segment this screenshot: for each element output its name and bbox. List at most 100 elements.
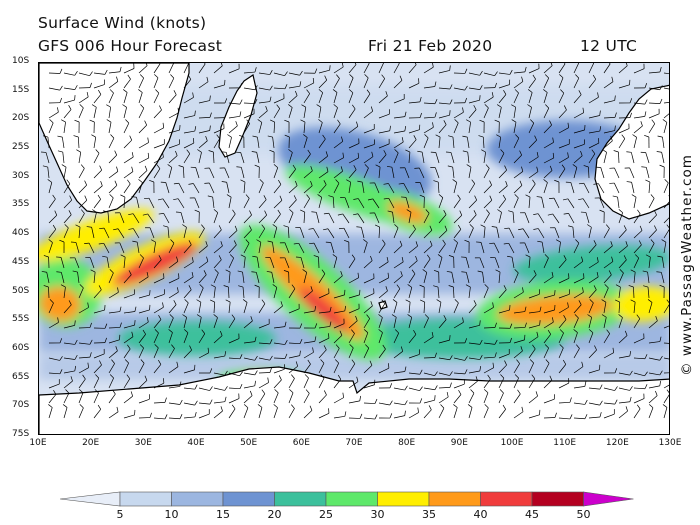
wind-barb	[273, 301, 283, 314]
wind-barb	[453, 224, 462, 239]
wind-barb	[626, 151, 635, 164]
wind-barb	[490, 257, 500, 269]
wind-barb	[648, 85, 663, 91]
wind-barb	[333, 136, 344, 149]
wind-barb	[648, 225, 657, 239]
wind-barb	[367, 198, 380, 209]
land-madagascar	[218, 74, 258, 158]
wind-barb	[536, 196, 545, 209]
wind-barb	[378, 74, 386, 89]
wind-barb	[483, 209, 490, 224]
wind-barb	[288, 164, 296, 179]
wind-barb	[543, 152, 555, 164]
wind-barb	[48, 224, 57, 239]
wind-barb	[378, 363, 390, 374]
wind-barb	[333, 330, 343, 344]
wind-barb	[528, 179, 536, 194]
wind-barb	[337, 213, 350, 224]
wind-barb	[108, 359, 115, 374]
wind-barb	[56, 256, 65, 269]
wind-barb	[383, 183, 395, 194]
wind-barb	[228, 371, 243, 377]
wind-barb	[213, 134, 221, 149]
wind-barb	[153, 397, 167, 404]
wind-barb	[558, 89, 565, 104]
wind-barb	[513, 134, 520, 149]
wind-barb	[157, 198, 170, 209]
wind-barb	[663, 113, 669, 119]
wind-barb	[168, 329, 173, 344]
wind-barb	[618, 63, 628, 74]
wind-barb	[108, 66, 122, 74]
wind-barb	[48, 338, 63, 344]
wind-barb	[543, 137, 554, 149]
wind-barb	[168, 300, 177, 314]
wind-barb	[258, 318, 270, 329]
wind-barb	[464, 239, 470, 254]
wind-barb	[495, 269, 501, 284]
wind-barb	[108, 346, 118, 359]
wind-barb	[393, 257, 404, 269]
wind-barb	[63, 210, 72, 224]
wind-barb	[208, 150, 215, 164]
wind-barb	[496, 104, 502, 119]
wind-barb	[168, 273, 180, 284]
wind-barb	[438, 404, 445, 419]
legend-swatch	[531, 491, 584, 507]
wind-barb	[63, 354, 78, 360]
wind-barb	[63, 179, 71, 194]
wind-barb	[63, 85, 78, 90]
legend-swatch	[583, 491, 634, 507]
wind-barb	[91, 104, 97, 119]
wind-barb	[168, 399, 183, 405]
wind-barb	[272, 284, 278, 299]
wind-map-canvas	[39, 63, 669, 434]
wind-barb	[303, 68, 318, 74]
wind-barb	[363, 164, 369, 179]
wind-barb	[525, 254, 531, 269]
longitude-label: 120E	[605, 438, 629, 448]
wind-barb	[48, 379, 60, 389]
wind-barb	[303, 306, 317, 314]
wind-barb	[417, 150, 425, 164]
wind-barb	[656, 151, 665, 164]
wind-barb	[61, 164, 67, 179]
wind-barb	[198, 270, 207, 284]
wind-barb	[603, 76, 614, 89]
wind-barb	[43, 285, 50, 299]
wind-barb	[419, 194, 425, 209]
wind-barb	[273, 340, 288, 345]
wind-barb	[153, 74, 159, 89]
longitude-label: 110E	[553, 438, 577, 448]
wind-barb	[273, 404, 278, 419]
wind-barb	[228, 384, 243, 390]
wind-barb	[138, 254, 144, 269]
wind-barb	[430, 167, 440, 179]
wind-barb	[332, 254, 338, 269]
wind-barb	[138, 89, 143, 104]
wind-barb	[228, 99, 243, 105]
wind-barb	[573, 90, 582, 104]
wind-barb	[543, 412, 557, 419]
wind-barb	[198, 76, 209, 89]
wind-barb	[648, 119, 656, 134]
wind-barb	[114, 242, 125, 254]
wind-barb	[648, 390, 658, 404]
wind-barb	[333, 104, 338, 119]
wind-barb	[408, 369, 423, 375]
wind-barb	[284, 134, 290, 149]
wind-barb	[393, 240, 403, 254]
wind-barb	[182, 314, 187, 329]
wind-barb	[48, 97, 62, 104]
wind-barb	[438, 84, 453, 90]
wind-barb	[422, 269, 428, 284]
wind-barb	[363, 255, 373, 269]
land-kerguelen	[378, 300, 388, 310]
wind-barb	[483, 82, 497, 89]
wind-barb	[480, 224, 486, 239]
wind-barb	[513, 334, 526, 344]
wind-barb	[393, 385, 408, 391]
wind-barb	[92, 209, 97, 224]
wind-barb	[213, 396, 227, 404]
wind-barb	[243, 390, 253, 404]
